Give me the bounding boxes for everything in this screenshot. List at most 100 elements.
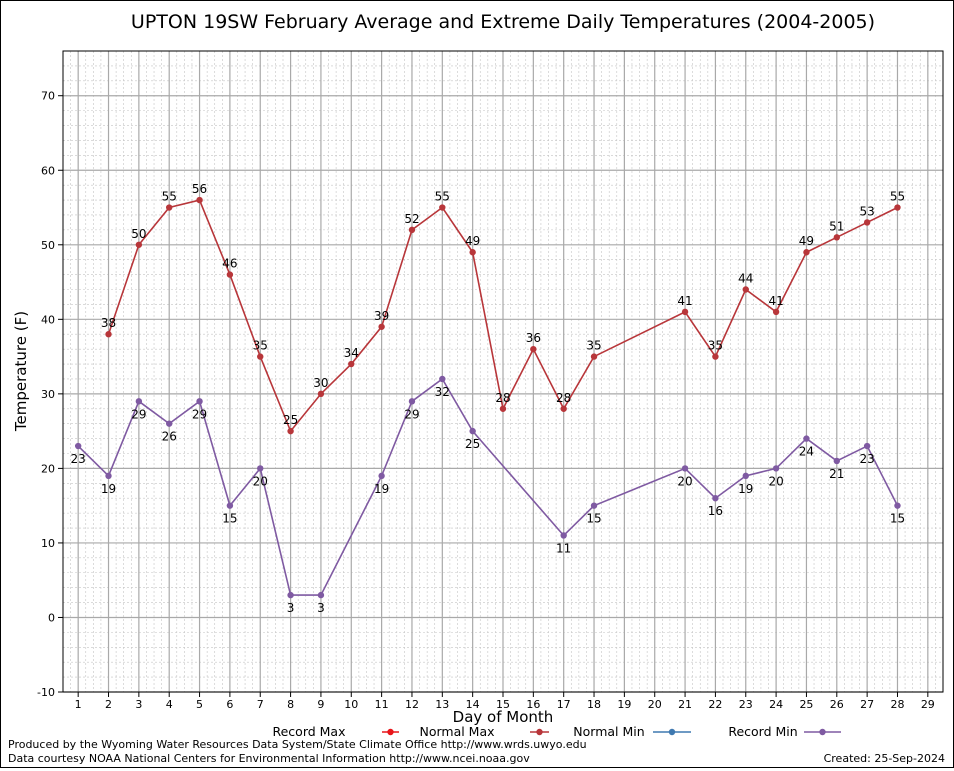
x-tick-label: 13 [435, 698, 449, 711]
legend: Record Max Normal Max Normal Min Record Min [272, 724, 841, 739]
record-min-point [408, 398, 416, 405]
x-axis-label: Day of Month [453, 708, 554, 726]
record-min-data-label: 25 [465, 437, 480, 451]
record-min-point [560, 532, 567, 539]
record-min-data-label: 26 [162, 430, 177, 444]
y-tick-label: -10 [37, 686, 55, 699]
x-tick-label: 20 [648, 698, 662, 711]
normal-max-data-label: 30 [313, 376, 328, 390]
x-tick-label: 27 [860, 698, 874, 711]
normal-max-point [226, 271, 234, 278]
x-tick-label: 24 [769, 698, 783, 711]
record-min-data-label: 29 [404, 407, 419, 421]
normal-max-point [439, 204, 446, 211]
normal-max-point [135, 241, 143, 248]
normal-max-data-label: 39 [374, 309, 389, 323]
normal-max-point [408, 226, 416, 234]
record-min-point [469, 427, 476, 435]
normal-max-data-label: 49 [799, 234, 814, 248]
normal-max-point [317, 390, 325, 398]
record-min-data-label: 11 [556, 541, 571, 555]
legend-marker-normal-min [668, 728, 676, 736]
legend-label-record-max: Record Max [272, 724, 345, 739]
x-tick-label: 17 [557, 698, 571, 711]
x-tick-label: 2 [105, 698, 112, 711]
normal-max-point [105, 331, 112, 338]
x-tick-label: 16 [526, 698, 540, 711]
normal-max-data-label: 49 [465, 234, 480, 248]
record-min-data-label: 24 [799, 445, 814, 459]
x-tick-label: 6 [226, 698, 233, 711]
record-min-point [833, 457, 840, 465]
x-tick-label: 8 [287, 698, 294, 711]
record-min-data-label: 19 [738, 482, 753, 496]
x-tick-label: 25 [799, 698, 813, 711]
normal-max-data-label: 35 [253, 339, 268, 353]
y-tick-label: 60 [41, 164, 55, 177]
x-tick-label: 9 [317, 698, 324, 711]
normal-max-point [803, 249, 810, 256]
legend-label-normal-max: Normal Max [419, 724, 494, 739]
y-tick-label: 70 [41, 90, 55, 103]
x-tick-label: 12 [405, 698, 419, 711]
record-min-data-label: 15 [222, 512, 237, 526]
legend-marker-record-min [819, 728, 826, 736]
normal-max-data-label: 55 [162, 190, 177, 204]
normal-max-data-label: 28 [495, 391, 510, 405]
x-tick-label: 10 [344, 698, 358, 711]
normal-max-point [378, 323, 385, 330]
record-min-point [105, 472, 112, 480]
record-min-data-label: 20 [677, 474, 692, 488]
normal-max-data-label: 52 [404, 212, 419, 226]
x-tick-label: 23 [739, 698, 753, 711]
normal-max-point [469, 249, 476, 256]
record-min-point [196, 398, 203, 405]
record-min-data-label: 20 [768, 474, 783, 488]
x-tick-label: 14 [466, 698, 480, 711]
record-min-point [863, 442, 871, 450]
x-tick-label: 29 [921, 698, 935, 711]
record-min-point [742, 472, 749, 480]
x-tick-label: 1 [75, 698, 82, 711]
normal-max-point [530, 345, 537, 353]
normal-max-point [742, 286, 749, 293]
y-tick-label: 20 [41, 462, 55, 475]
record-min-point [772, 465, 780, 472]
y-tick-label: 50 [41, 239, 55, 252]
normal-max-data-label: 38 [101, 316, 116, 330]
record-min-point [439, 375, 446, 383]
legend-label-normal-min: Normal Min [573, 724, 644, 739]
normal-max-point [196, 196, 203, 204]
record-min-point [590, 502, 598, 509]
footer-created-date: Created: 25-Sep-2024 [823, 752, 945, 765]
record-min-data-label: 32 [435, 385, 450, 399]
record-min-data-label: 16 [708, 504, 723, 518]
normal-max-point [499, 405, 507, 412]
x-tick-label: 19 [617, 698, 631, 711]
normal-max-point [863, 219, 871, 226]
x-tick-label: 7 [257, 698, 264, 711]
normal-max-data-label: 46 [222, 257, 237, 271]
normal-max-data-label: 34 [344, 346, 359, 360]
x-tick-label: 15 [496, 698, 510, 711]
y-tick-label: 0 [48, 611, 55, 624]
record-min-data-label: 19 [374, 482, 389, 496]
normal-max-point [257, 353, 264, 360]
record-min-data-label: 3 [317, 601, 325, 615]
chart-title: UPTON 19SW February Average and Extreme … [131, 11, 875, 33]
normal-max-point [833, 234, 840, 241]
record-min-point [681, 465, 689, 472]
legend-label-record-min: Record Min [728, 724, 797, 739]
footer-produced-by: Produced by the Wyoming Water Resources … [8, 738, 587, 751]
normal-max-data-label: 28 [556, 391, 571, 405]
normal-max-point [894, 204, 901, 211]
x-tick-label: 3 [135, 698, 142, 711]
record-min-data-label: 20 [253, 474, 268, 488]
record-min-point [135, 398, 143, 405]
record-min-point [257, 465, 264, 472]
x-tick-label: 22 [708, 698, 722, 711]
normal-max-data-label: 51 [829, 219, 844, 233]
